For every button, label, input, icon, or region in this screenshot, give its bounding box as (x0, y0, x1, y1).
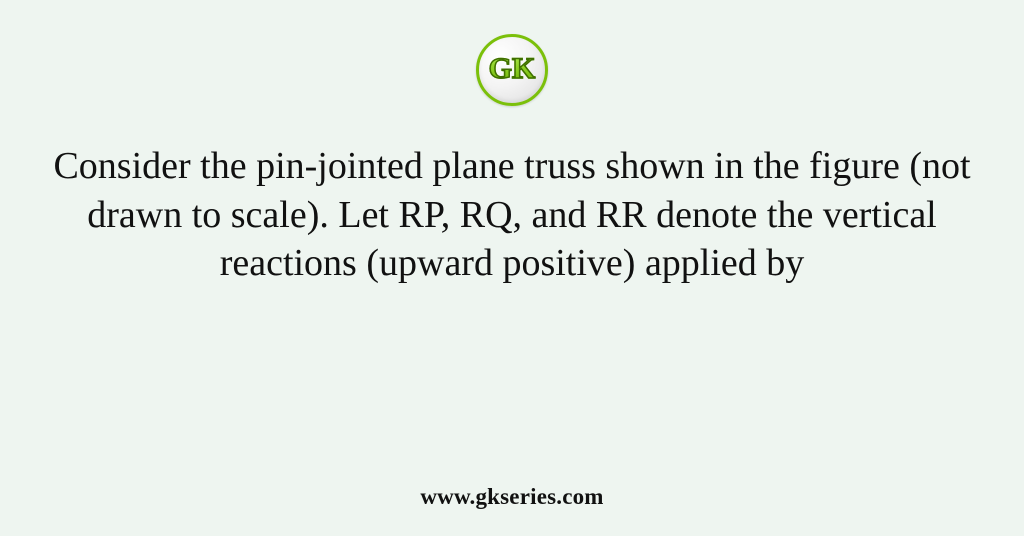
question-text: Consider the pin-jointed plane truss sho… (52, 142, 972, 288)
gk-logo: GK (476, 34, 548, 106)
page-root: GK Consider the pin-jointed plane truss … (0, 0, 1024, 536)
gk-logo-text: GK (489, 54, 536, 84)
footer-url: www.gkseries.com (0, 484, 1024, 510)
